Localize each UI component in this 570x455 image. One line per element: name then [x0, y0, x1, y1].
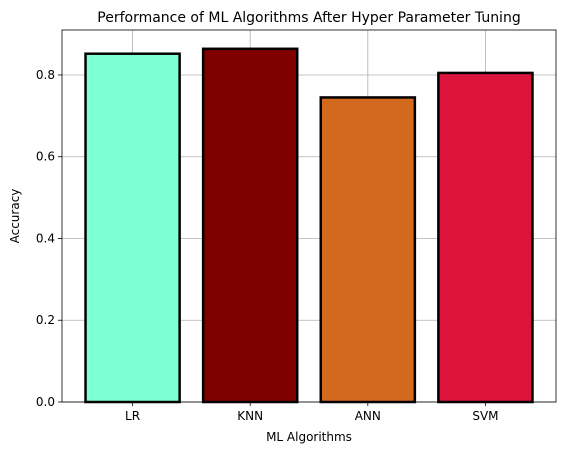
y-tick-label: 0.8: [36, 68, 55, 82]
x-tick-label: SVM: [472, 409, 498, 423]
bars: [84, 47, 534, 404]
x-tick-label: KNN: [237, 409, 263, 423]
x-tick-label: ANN: [355, 409, 381, 423]
bar-svm: [437, 71, 534, 404]
y-tick-label: 0.0: [36, 395, 55, 409]
y-axis-label: Accuracy: [8, 189, 22, 244]
y-tick-label: 0.4: [36, 231, 55, 245]
x-tick-label: LR: [125, 409, 140, 423]
y-tick-label: 0.6: [36, 150, 55, 164]
y-tick-label: 0.2: [36, 313, 55, 327]
bar-ann: [319, 96, 417, 404]
ticks: 0.0 0.2 0.4 0.6 0.8 LR KNN ANN SVM: [36, 68, 499, 423]
bar-lr: [84, 52, 181, 404]
x-axis-label: ML Algorithms: [266, 430, 352, 444]
plot-frame: [61, 29, 557, 403]
chart-title: Performance of ML Algorithms After Hyper…: [97, 10, 520, 26]
bar-knn: [201, 47, 299, 404]
